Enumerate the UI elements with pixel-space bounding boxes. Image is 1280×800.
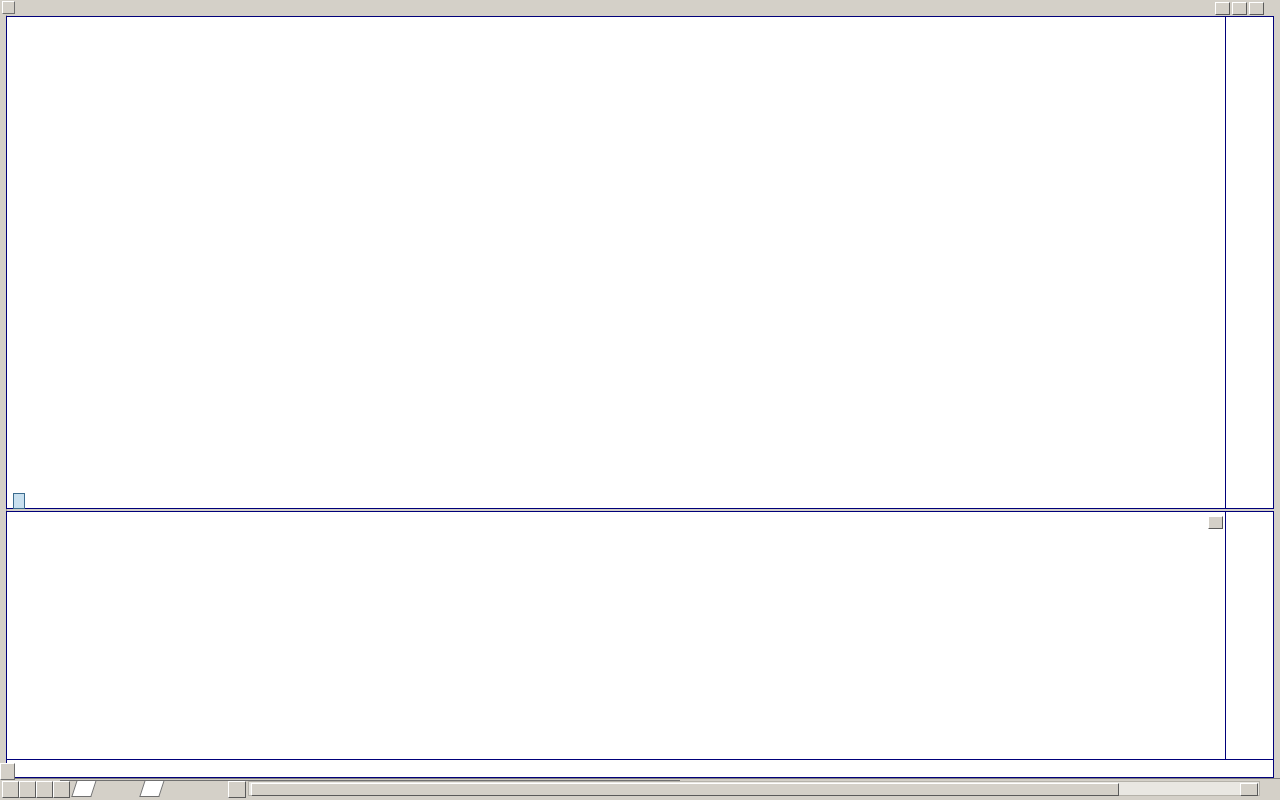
window-right-edge bbox=[1277, 15, 1280, 798]
tab-hoja-2[interactable] bbox=[139, 780, 165, 797]
chart-window-titlebar bbox=[0, 0, 1280, 15]
next-sheet-icon[interactable] bbox=[36, 781, 53, 798]
price-chart[interactable] bbox=[7, 17, 1226, 508]
tab-strip-edge bbox=[60, 780, 680, 781]
ivp-chart[interactable] bbox=[7, 529, 1226, 759]
price-y-axis[interactable] bbox=[1225, 17, 1273, 508]
prev-sheet-icon[interactable] bbox=[19, 781, 36, 798]
price-pane-window-controls bbox=[1215, 2, 1264, 15]
ivp-pane bbox=[6, 511, 1274, 778]
minimize-icon[interactable] bbox=[1215, 2, 1230, 15]
minimize-icon[interactable] bbox=[1208, 516, 1223, 529]
maximize-icon[interactable] bbox=[1232, 2, 1247, 15]
close-icon[interactable] bbox=[1249, 2, 1264, 15]
x-axis[interactable] bbox=[7, 759, 1273, 777]
price-pane bbox=[6, 16, 1274, 509]
last-sheet-icon[interactable] bbox=[53, 781, 70, 798]
titlebar-menu-button[interactable] bbox=[2, 1, 15, 14]
status-badge[interactable] bbox=[13, 493, 25, 509]
tab-vlg-mc[interactable] bbox=[71, 780, 97, 797]
first-sheet-icon[interactable] bbox=[2, 781, 19, 798]
x-axis-scroll-button[interactable] bbox=[0, 763, 15, 780]
sheet-tab-bar bbox=[0, 778, 1280, 799]
horizontal-scrollbar[interactable] bbox=[248, 781, 1260, 796]
tab-scroll-left-icon[interactable] bbox=[228, 781, 246, 798]
scroll-right-icon[interactable] bbox=[1240, 783, 1258, 796]
ivp-y-axis[interactable] bbox=[1225, 512, 1273, 760]
horizontal-scrollbar-thumb[interactable] bbox=[251, 783, 1119, 796]
